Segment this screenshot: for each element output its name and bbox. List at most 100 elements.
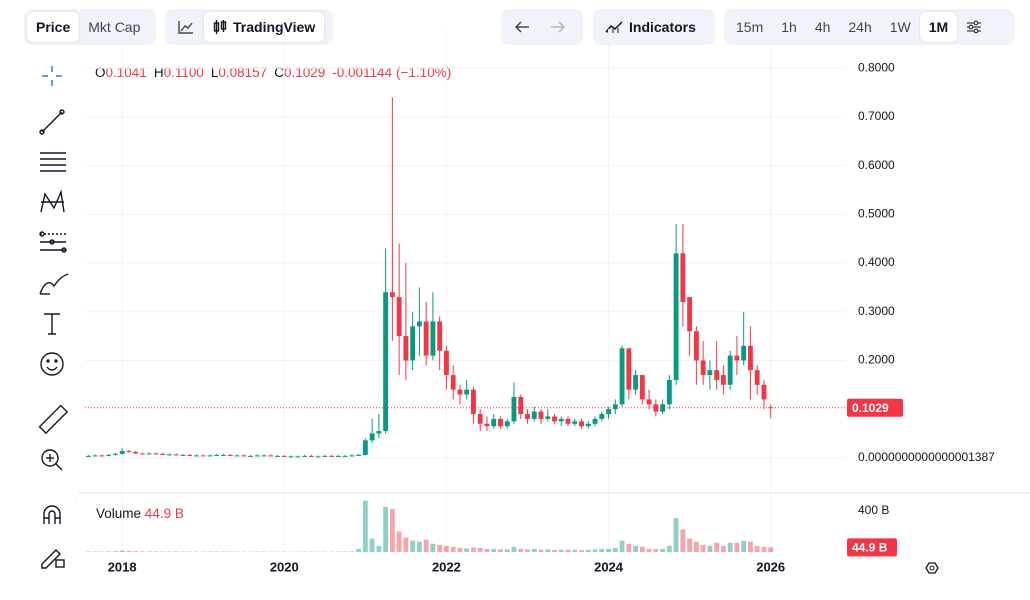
candle-body — [558, 418, 564, 422]
magnet-tool[interactable] — [43, 505, 61, 524]
x-tick-label: 2026 — [756, 559, 785, 574]
candle-body — [450, 375, 456, 390]
candle-body — [187, 454, 193, 456]
volume-bar — [612, 547, 618, 552]
candle-body — [227, 454, 233, 456]
undo[interactable] — [504, 12, 540, 42]
candle-body — [511, 396, 517, 422]
candle-body — [99, 455, 105, 457]
candle-body — [342, 455, 348, 457]
candle-body — [545, 416, 551, 419]
interval-button[interactable]: 1h — [781, 19, 797, 35]
candle-body — [248, 455, 253, 457]
redo[interactable] — [540, 12, 576, 42]
candle-body — [396, 297, 402, 337]
candle-body — [612, 404, 618, 410]
volume-bar — [565, 549, 571, 552]
candle-body — [139, 453, 145, 455]
brush-tool[interactable] — [39, 273, 69, 295]
y-tick-label: 0.6000 — [858, 158, 895, 172]
volume-bar — [167, 551, 172, 552]
volume-bar — [356, 548, 362, 552]
candle-body — [707, 370, 713, 376]
ruler-tool[interactable] — [38, 404, 69, 435]
left-arrow — [514, 21, 529, 33]
lock-tool[interactable] — [41, 549, 65, 569]
candle-body — [200, 455, 206, 457]
volume-bar — [707, 545, 713, 552]
candle-body — [85, 455, 91, 457]
legend-value: 0.1100 — [163, 65, 204, 80]
volume-bar — [747, 541, 753, 552]
volume-bar — [626, 543, 632, 552]
volume-bar — [531, 548, 537, 552]
volume-bar — [518, 548, 524, 552]
interval-settings[interactable] — [957, 12, 991, 42]
crosshair-tool[interactable] — [42, 66, 62, 86]
interval-button[interactable]: 24h — [848, 19, 872, 35]
y-tick-label: 0.3000 — [858, 304, 895, 318]
volume-bar — [585, 549, 591, 552]
right-arrow — [551, 21, 566, 33]
volume-bar — [714, 542, 720, 552]
volume-bar — [572, 549, 578, 552]
candle-body — [180, 454, 186, 456]
volume-bar — [457, 547, 463, 552]
candle-body — [295, 456, 301, 458]
indicators-label: Indicators — [629, 19, 696, 35]
legend-key: O — [95, 65, 106, 80]
candle-body — [288, 456, 294, 458]
candle-body — [403, 336, 409, 361]
volume-bar — [680, 529, 686, 552]
volume-bar — [207, 551, 213, 552]
last-volume-tag-bg — [847, 538, 897, 557]
candle-body — [538, 411, 544, 419]
tab-price[interactable]: Price — [27, 12, 80, 42]
volume-bar — [653, 548, 659, 552]
zoom-tool[interactable] — [41, 449, 63, 471]
candle-body — [160, 453, 166, 455]
pattern-tool[interactable] — [40, 189, 65, 213]
y-tick-label: 0.7000 — [858, 109, 895, 123]
candle-body — [443, 350, 449, 376]
legend-key: L — [210, 65, 219, 80]
interval-button[interactable]: 1M — [919, 12, 958, 42]
candle-body — [619, 348, 625, 405]
candle-body — [531, 411, 537, 419]
ohlc-legend: O0.1041 H0.1100 L0.08157 C0.1029 -0.001144 (−… — [95, 65, 451, 80]
candle-body — [504, 421, 510, 427]
projection-tool[interactable] — [39, 231, 67, 253]
candle-body — [491, 418, 497, 427]
volume-title: Volume — [96, 506, 142, 521]
volume-bar — [106, 551, 112, 552]
emoji-tool[interactable] — [40, 352, 64, 376]
candle-body — [254, 455, 260, 457]
tradingview-style[interactable]: TradingView — [204, 12, 325, 42]
chart-settings[interactable] — [925, 562, 939, 574]
tab-mktcap[interactable]: Mkt Cap — [88, 19, 141, 35]
candle-body — [761, 384, 767, 400]
text-tool[interactable] — [44, 313, 60, 335]
volume-bar — [139, 551, 145, 552]
candle-body — [207, 455, 213, 457]
candle-body — [464, 389, 470, 395]
volume-bar — [504, 549, 510, 552]
candle-body — [754, 370, 760, 385]
candle-body — [471, 389, 476, 415]
candle-body — [700, 360, 706, 376]
candle-body — [194, 455, 199, 457]
candle-body — [768, 407, 774, 409]
interval-button[interactable]: 4h — [814, 19, 831, 35]
interval-button[interactable]: 15m — [736, 19, 764, 35]
interval-button[interactable]: 1W — [889, 19, 911, 35]
volume-bar — [450, 546, 456, 552]
volume-legend: Volume 44.9 B — [96, 506, 184, 521]
candle-body — [457, 389, 463, 395]
fib-tool[interactable] — [40, 152, 66, 172]
candle-body — [579, 421, 584, 427]
line-style[interactable] — [168, 12, 204, 42]
candle-body — [430, 321, 436, 356]
candle-body — [106, 454, 112, 456]
candle-body — [322, 455, 328, 457]
trend-line-tool[interactable] — [39, 109, 65, 135]
